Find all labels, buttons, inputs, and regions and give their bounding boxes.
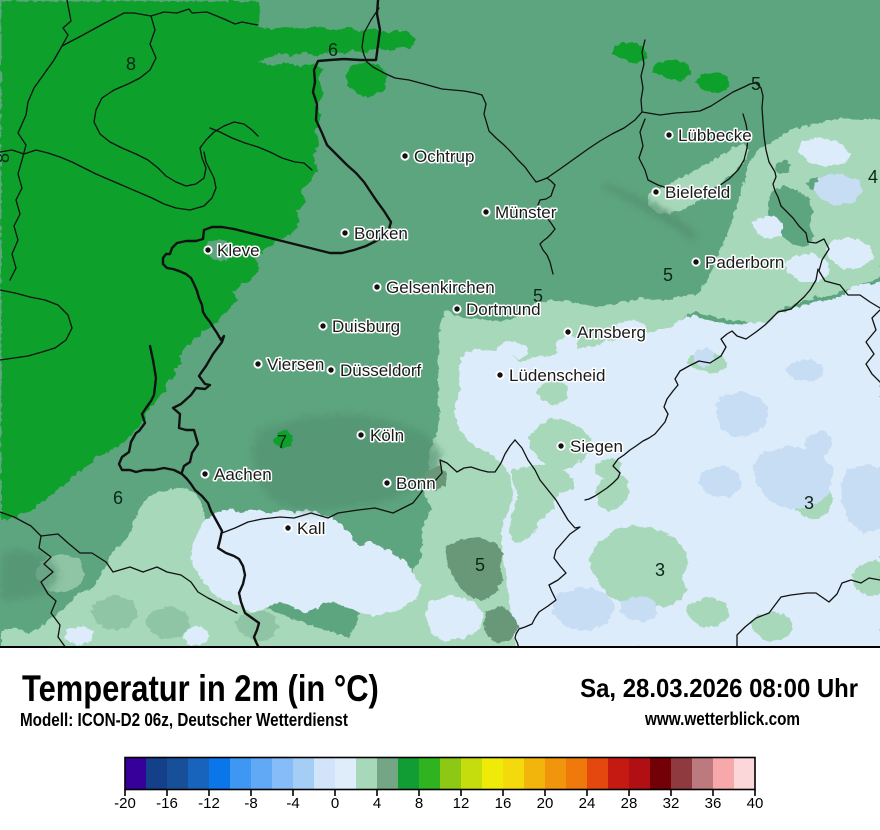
svg-text:8: 8: [0, 153, 13, 163]
svg-text:Lübbecke: Lübbecke: [678, 126, 752, 145]
svg-text:Arnsberg: Arnsberg: [577, 323, 646, 342]
svg-text:Viersen: Viersen: [267, 355, 324, 374]
svg-text:5: 5: [663, 265, 673, 285]
svg-text:Aachen: Aachen: [214, 465, 272, 484]
svg-text:Düsseldorf: Düsseldorf: [340, 361, 422, 380]
svg-text:Kall: Kall: [297, 519, 325, 538]
svg-text:Bonn: Bonn: [396, 474, 436, 493]
svg-text:6: 6: [113, 488, 123, 508]
svg-text:Bielefeld: Bielefeld: [665, 183, 730, 202]
svg-text:Münster: Münster: [495, 203, 557, 222]
svg-text:Paderborn: Paderborn: [705, 253, 784, 272]
svg-text:5: 5: [533, 286, 543, 306]
svg-text:Duisburg: Duisburg: [332, 317, 400, 336]
svg-text:Kleve: Kleve: [217, 241, 260, 260]
svg-text:7: 7: [277, 432, 287, 452]
svg-text:Gelsenkirchen: Gelsenkirchen: [386, 278, 495, 297]
svg-text:3: 3: [804, 493, 814, 513]
svg-text:Lüdenscheid: Lüdenscheid: [509, 366, 605, 385]
svg-text:4: 4: [868, 167, 878, 187]
svg-text:3: 3: [655, 560, 665, 580]
svg-text:5: 5: [475, 555, 485, 575]
svg-text:Borken: Borken: [354, 224, 408, 243]
svg-text:Köln: Köln: [370, 426, 404, 445]
svg-text:6: 6: [328, 40, 338, 60]
svg-text:8: 8: [126, 54, 136, 74]
svg-text:5: 5: [751, 74, 761, 94]
svg-text:Siegen: Siegen: [570, 437, 623, 456]
svg-text:Dortmund: Dortmund: [466, 300, 541, 319]
svg-text:Ochtrup: Ochtrup: [414, 147, 474, 166]
